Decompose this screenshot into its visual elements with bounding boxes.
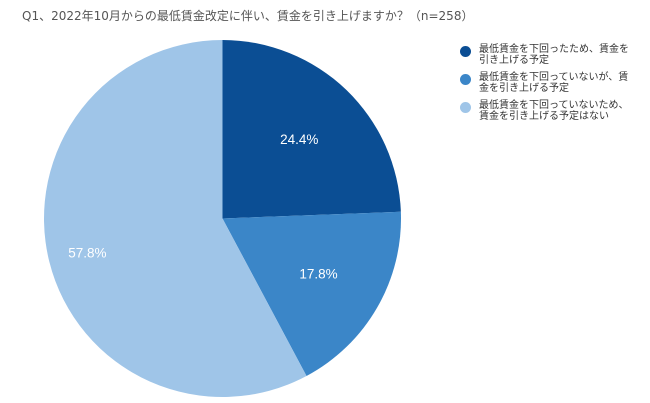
slice-value-label: 57.8% [68, 245, 106, 260]
legend-label: 最低賃金を下回っていないため、賃金を引き上げる予定はない [479, 100, 629, 122]
legend: 最低賃金を下回ったため、賃金を引き上げる予定 最低賃金を下回っていないが、賃金を… [460, 44, 650, 128]
pie-slice [44, 40, 307, 397]
legend-label: 最低賃金を下回ったため、賃金を引き上げる予定 [479, 44, 629, 66]
chart-title: Q1、2022年10月からの最低賃金改定に伴い、賃金を引き上げますか？（n=25… [22, 9, 474, 23]
legend-item: 最低賃金を下回っていないが、賃金を引き上げる予定 [460, 72, 650, 94]
legend-swatch-icon [460, 74, 471, 85]
pie-slices [44, 40, 401, 397]
pie-slice [222, 40, 401, 219]
legend-swatch-icon [460, 102, 471, 113]
legend-swatch-icon [460, 46, 471, 57]
pie-slice [222, 211, 401, 376]
legend-item: 最低賃金を下回ったため、賃金を引き上げる予定 [460, 44, 650, 66]
slice-value-label: 24.4% [280, 132, 318, 147]
legend-label: 最低賃金を下回っていないが、賃金を引き上げる予定 [479, 72, 629, 94]
legend-item: 最低賃金を下回っていないため、賃金を引き上げる予定はない [460, 100, 650, 122]
pie-labels: 24.4% 17.8% 57.8% [68, 132, 337, 282]
slice-value-label: 17.8% [299, 267, 337, 282]
